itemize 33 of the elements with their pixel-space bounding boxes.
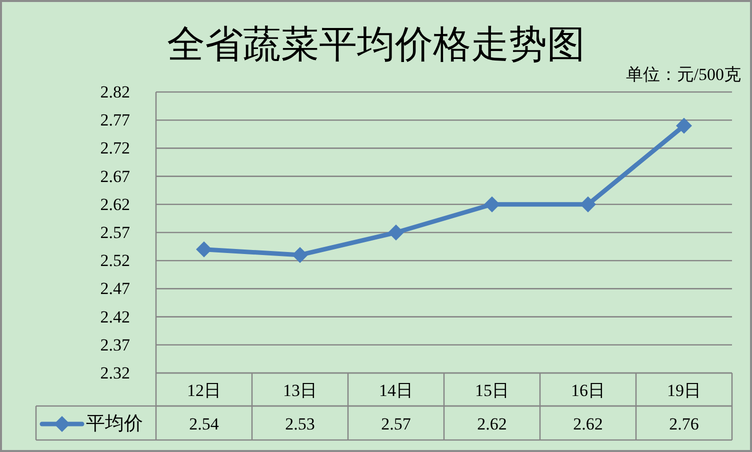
- y-tick-label: 2.62: [100, 194, 130, 214]
- y-tick-label: 2.37: [100, 335, 130, 354]
- legend-label: 平均价: [86, 414, 143, 434]
- y-tick-label: 2.42: [100, 307, 130, 326]
- data-label: 2.54: [189, 414, 220, 434]
- y-tick-label: 2.47: [100, 279, 130, 298]
- x-tick-label: 19日: [667, 381, 701, 400]
- y-tick-label: 2.57: [100, 223, 130, 242]
- point: [292, 246, 308, 263]
- chart-title: 全省蔬菜平均价格走势图: [167, 24, 585, 66]
- x-tick-label: 14日: [379, 381, 413, 400]
- x-tick-label: 13日: [283, 381, 317, 400]
- text: 单位：元/500克: [626, 65, 741, 84]
- data-label: 2.53: [285, 414, 315, 434]
- data-label: 2.57: [381, 414, 412, 434]
- x-tick-label: 12日: [187, 381, 221, 400]
- y-tick-label: 2.77: [100, 110, 130, 130]
- y-tick-label: 2.67: [100, 166, 130, 186]
- point: [388, 224, 404, 240]
- y-tick-label: 2.32: [100, 364, 130, 382]
- y-tick-label: 2.52: [100, 251, 130, 270]
- data-label: 2.62: [573, 414, 603, 434]
- point: [580, 196, 596, 212]
- data-label: 2.62: [477, 414, 507, 434]
- point: [196, 241, 212, 258]
- x-tick-label: 16日: [571, 381, 605, 400]
- legend: 平均价: [40, 414, 143, 434]
- y-tick-label: 2.72: [100, 138, 130, 158]
- y-tick-label: 2.82: [100, 82, 130, 102]
- data-label: 2.76: [669, 414, 699, 434]
- point: [676, 118, 692, 134]
- x-tick-label: 15日: [475, 381, 509, 400]
- point: [484, 196, 500, 212]
